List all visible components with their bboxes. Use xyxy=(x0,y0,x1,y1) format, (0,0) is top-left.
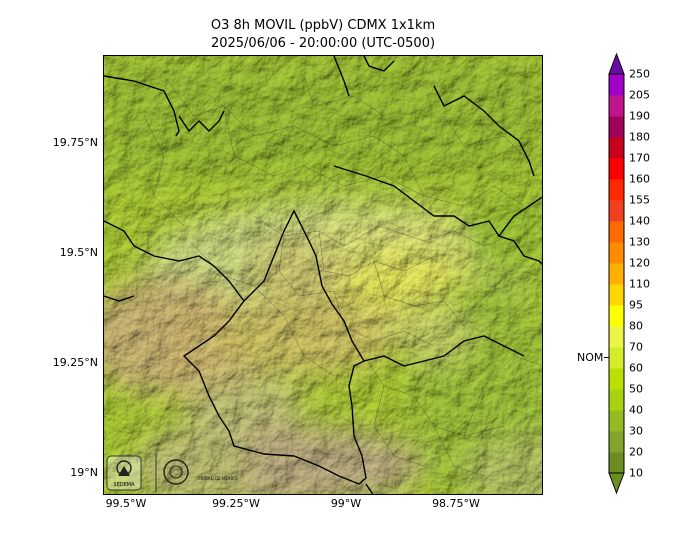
colorbar-segment xyxy=(609,431,624,453)
colorbar-tick-label: 10 xyxy=(629,466,643,480)
colorbar-tick-label: 80 xyxy=(629,319,643,333)
colorbar-tick-label: 130 xyxy=(629,235,650,249)
colorbar-segment xyxy=(609,326,624,348)
colorbar-tick-label: 155 xyxy=(629,193,650,207)
colorbar-segment xyxy=(609,221,624,243)
map-title-line1: O3 8h MOVIL (ppbV) CDMX 1x1km xyxy=(210,18,436,33)
lon-label-99.5: 99.5°W xyxy=(105,497,147,510)
colorbar-segment xyxy=(609,95,624,117)
colorbar-tick-label: 95 xyxy=(629,298,643,312)
colorbar-tick-label: 160 xyxy=(629,172,650,186)
colorbar-tick-label: 170 xyxy=(629,151,650,165)
colorbar-bottom-extension xyxy=(608,472,625,495)
lat-label-19.75: 19.75°N xyxy=(52,136,98,149)
colorbar-segment xyxy=(609,368,624,390)
colorbar-segment xyxy=(609,263,624,285)
colorbar-segment xyxy=(609,116,624,138)
nom-label: NOM xyxy=(577,351,604,364)
colorbar-tick-label: 70 xyxy=(629,340,643,354)
colorbar-tick-label: 180 xyxy=(629,130,650,144)
colorbar-tick-label: 30 xyxy=(629,424,643,438)
colorbar-tick-label: 140 xyxy=(629,214,650,228)
colorbar-tick-label: 60 xyxy=(629,361,643,375)
colorbar-segment xyxy=(609,305,624,327)
colorbar-segment xyxy=(609,242,624,264)
municipal-boundaries xyxy=(143,75,542,477)
svg-text:CIUDAD DE MÉXICO: CIUDAD DE MÉXICO xyxy=(198,476,238,481)
lon-label-98.75: 98.75°W xyxy=(432,497,480,510)
logos: SEDEMA CIUDAD DE MÉXICO xyxy=(106,454,238,492)
colorbar-segment xyxy=(609,179,624,201)
lon-label-99: 99°W xyxy=(330,497,362,510)
ozone-map[interactable]: SEDEMA CIUDAD DE MÉXICO xyxy=(103,55,543,495)
map-svg: SEDEMA CIUDAD DE MÉXICO xyxy=(104,56,542,494)
colorbar-segment xyxy=(609,158,624,180)
lat-label-19: 19°N xyxy=(70,466,98,479)
map-title-line2: 2025/06/06 - 20:00:00 (UTC-0500) xyxy=(210,36,436,51)
state-boundaries xyxy=(104,56,542,494)
colorbar xyxy=(595,50,635,504)
colorbar-tick-label: 50 xyxy=(629,382,643,396)
lon-label-99.25: 99.25°W xyxy=(212,497,260,510)
colorbar-segment xyxy=(609,347,624,369)
colorbar-tick-label: 110 xyxy=(629,277,650,291)
colorbar-segment xyxy=(609,200,624,222)
colorbar-tick-label: 40 xyxy=(629,403,643,417)
colorbar-segment xyxy=(609,452,624,474)
lat-label-19.25: 19.25°N xyxy=(52,356,98,369)
lat-label-19.5: 19.5°N xyxy=(59,246,98,259)
colorbar-top-extension xyxy=(608,52,625,75)
colorbar-segment xyxy=(609,284,624,306)
colorbar-tick-label: 190 xyxy=(629,109,650,123)
colorbar-tick-label: 205 xyxy=(629,88,650,102)
colorbar-frame xyxy=(608,73,625,474)
svg-text:SEDEMA: SEDEMA xyxy=(113,482,135,488)
colorbar-tick-label: 20 xyxy=(629,445,643,459)
colorbar-svg xyxy=(604,52,625,495)
colorbar-segment xyxy=(609,137,624,159)
colorbar-segment xyxy=(609,389,624,411)
colorbar-tick-label: 250 xyxy=(629,67,650,81)
colorbar-tick-label: 120 xyxy=(629,256,650,270)
colorbar-segment xyxy=(609,410,624,432)
colorbar-segment xyxy=(609,74,624,96)
